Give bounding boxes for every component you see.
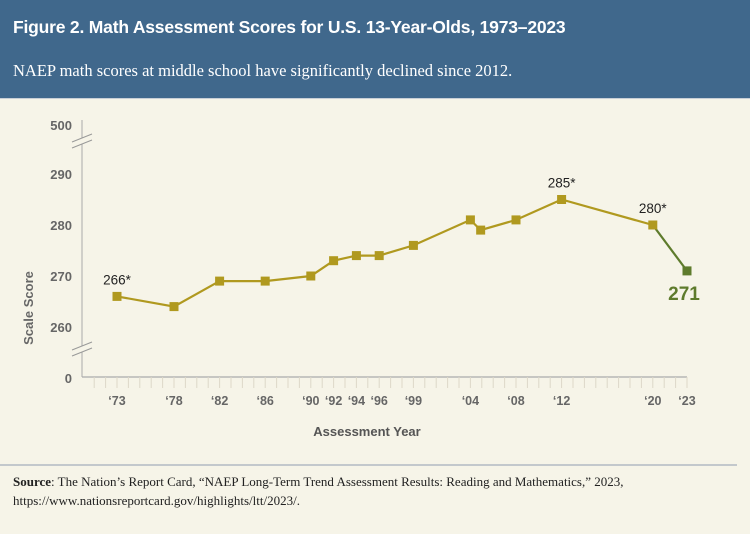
data-label-280: 280* <box>639 201 668 216</box>
data-label-266: 266* <box>103 272 132 287</box>
x-tick-label: ‘99 <box>405 394 422 408</box>
axis-break-mark <box>71 133 93 143</box>
data-labels: 266* 285* 280* 271 <box>103 176 700 305</box>
data-point-1973 <box>112 291 122 301</box>
data-point-1990 <box>306 271 316 281</box>
data-point-1982 <box>215 276 225 286</box>
x-tick-label: ‘82 <box>211 394 228 408</box>
series-line-main <box>116 198 654 308</box>
x-tick-label: ‘12 <box>553 394 570 408</box>
axis-break-mark <box>71 347 93 357</box>
figure-title: Figure 2. Math Assessment Scores for U.S… <box>13 17 566 37</box>
series-markers <box>112 195 692 312</box>
series-line-decline <box>651 224 688 272</box>
x-tick-label: ‘94 <box>348 394 365 408</box>
data-point-2004 <box>465 215 475 225</box>
y-axis-label: Scale Score <box>21 271 36 345</box>
x-tick-label: ‘92 <box>325 394 342 408</box>
x-tick-label: ‘20 <box>644 394 661 408</box>
data-point-2012 <box>557 195 567 204</box>
x-tick-label: ‘73 <box>108 394 125 408</box>
x-tick-label: ‘23 <box>678 394 695 408</box>
data-point-1996 <box>374 251 384 261</box>
source-note: Source: The Nation’s Report Card, “NAEP … <box>13 472 713 510</box>
figure-subtitle: NAEP math scores at middle school have s… <box>13 61 513 80</box>
source-label: Source <box>13 474 52 489</box>
x-tick-label: ‘08 <box>507 394 524 408</box>
series-lines <box>116 198 688 308</box>
data-point-2005 <box>476 225 486 235</box>
x-axis-label: Assessment Year <box>313 424 420 439</box>
y-tick-label: 280 <box>50 218 72 233</box>
y-tick-label: 270 <box>50 269 72 284</box>
axis-break-mark <box>71 139 93 149</box>
x-tick-label: ‘86 <box>257 394 274 408</box>
data-label-271: 271 <box>668 284 700 305</box>
y-axis: 0 260 270 280 290 500 <box>50 118 93 386</box>
data-point-1994 <box>351 251 361 261</box>
x-tick-label: ‘96 <box>371 394 388 408</box>
line-chart: 0 260 270 280 290 500 ‘73 ‘78 ‘82 ‘86 ‘90 ‘92 ‘94 ‘9… <box>21 118 700 439</box>
source-text: : The Nation’s Report Card, “NAEP Long-T… <box>13 474 624 508</box>
axis-break-mark <box>71 341 93 351</box>
data-point-1978 <box>169 302 179 312</box>
x-tick-label: ‘90 <box>302 394 319 408</box>
data-point-2020 <box>648 220 658 230</box>
y-tick-label: 500 <box>50 118 72 133</box>
y-tick-label: 0 <box>65 371 72 386</box>
data-point-1992 <box>329 256 339 266</box>
data-point-1999 <box>408 240 418 250</box>
data-point-1986 <box>260 276 270 286</box>
y-tick-label: 260 <box>50 320 72 335</box>
x-tick-label: ‘78 <box>165 394 182 408</box>
data-point-2023 <box>682 266 692 276</box>
source-divider <box>0 464 737 466</box>
figure-header: Figure 2. Math Assessment Scores for U.S… <box>0 0 750 99</box>
x-axis: ‘73 ‘78 ‘82 ‘86 ‘90 ‘92 ‘94 ‘96 ‘99 ‘04 ‘08 ‘12 ‘20 ‘… <box>82 376 696 408</box>
data-point-2008 <box>511 215 521 225</box>
x-tick-label: ‘04 <box>462 394 479 408</box>
y-tick-label: 290 <box>50 167 72 182</box>
data-label-285: 285* <box>548 176 577 191</box>
